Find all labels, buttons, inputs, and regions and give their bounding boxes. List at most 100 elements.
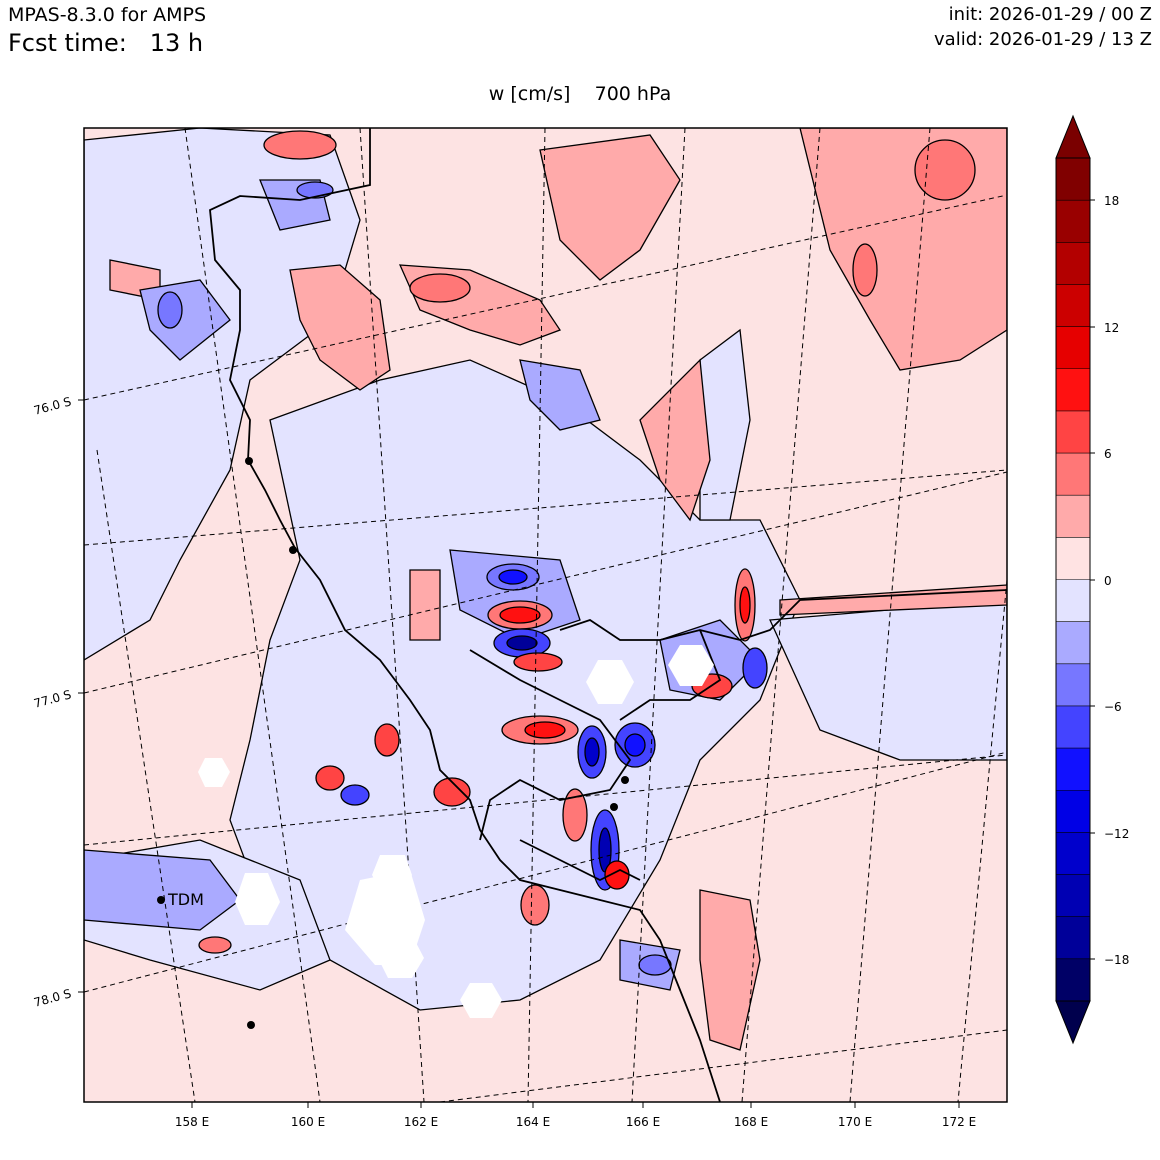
contour-blue-8 [157, 291, 183, 329]
station-dot [621, 776, 629, 784]
contour-red-15 [520, 884, 550, 926]
contour-blue-7 [340, 784, 370, 806]
meridian-172 [957, 579, 1007, 1102]
colorbar-tick-0: 0 [1104, 574, 1112, 588]
colorbar-tick-neg6: −6 [1104, 700, 1122, 714]
station-label: TDM [167, 890, 204, 909]
contour-red-1b [499, 606, 541, 624]
missing-patch-6 [372, 855, 412, 890]
contour-blue-5 [742, 647, 768, 689]
parallel-78s [84, 751, 1007, 993]
w-field-contours [84, 128, 1007, 1051]
colorbar-tick-6: 6 [1104, 447, 1112, 461]
map-panel: TDM [83, 127, 1008, 1103]
missing-patch-4 [235, 873, 280, 925]
lon-label-170: 170 E [838, 1115, 872, 1129]
lat-tick-labels: 76.0 S 77.0 S 78.0 S [32, 394, 84, 1010]
init-time: init: 2026-01-29 / 00 Z [948, 4, 1152, 25]
station-dot [247, 1021, 255, 1029]
colorbar-bin [1056, 832, 1090, 876]
contour-light-red-nc [289, 264, 391, 391]
field-variable: w [cm/s] [488, 83, 571, 105]
valid-time: valid: 2026-01-29 / 13 Z [934, 29, 1152, 50]
lat-label-77: 77.0 S [32, 687, 72, 710]
colorbar-bin [1056, 705, 1090, 749]
model-title: MPAS-8.3.0 for AMPS [8, 4, 207, 26]
colorbar-tick-12: 12 [1104, 321, 1119, 335]
contour-red-12 [914, 139, 976, 201]
colorbar-bin [1056, 158, 1090, 201]
fcst-value: 13 h [149, 29, 204, 57]
contour-light-red-mid [409, 569, 441, 641]
contour-blue-4b [624, 733, 646, 757]
contour-red-2 [513, 652, 563, 672]
missing-patch-7 [378, 935, 424, 978]
field-title: w [cm/s] 700 hPa [0, 83, 1160, 105]
colorbar: 18 12 6 0 −6 −12 −18 [1055, 114, 1129, 1045]
meridian-160 [184, 128, 321, 1102]
contour-red-7 [433, 777, 471, 807]
colorbar-bin [1056, 748, 1090, 791]
colorbar-bin [1056, 368, 1090, 412]
contour-red-9 [374, 723, 400, 757]
contour-light-red-se [699, 889, 761, 1051]
station-dot [157, 896, 165, 904]
lon-label-160: 160 E [291, 1115, 325, 1129]
colorbar-bin [1056, 200, 1090, 243]
colorbar-over-arrow [1055, 114, 1091, 159]
lon-label-162: 162 E [404, 1115, 438, 1129]
parallel-76s [84, 194, 1007, 401]
colorbar-tick-neg18: −18 [1104, 953, 1129, 967]
colorbar-bin [1056, 916, 1090, 960]
colorbar-bin [1056, 958, 1090, 1002]
colorbar-bin [1056, 663, 1090, 707]
colorbar-bin [1056, 284, 1090, 328]
meridian-164 [527, 128, 546, 1102]
colorbar-bin [1056, 242, 1090, 285]
contour-light-red-n1 [539, 134, 681, 281]
station-markers [157, 457, 629, 1029]
colorbar-bin [1056, 579, 1090, 623]
colorbar-ticks: 18 12 6 0 −6 −12 −18 [1090, 194, 1129, 967]
colorbar-bin [1056, 621, 1090, 665]
colorbar-bin [1056, 495, 1090, 538]
fcst-label: Fcst time: [8, 29, 127, 57]
graticule [84, 128, 1007, 1102]
contour-red-8 [315, 765, 345, 791]
contour-blue-9 [296, 181, 334, 199]
contour-red-4b [739, 586, 751, 624]
station-dot [245, 457, 253, 465]
contour-med-blue-3 [84, 849, 241, 931]
colorbar-bin [1056, 874, 1090, 918]
contour-med-blue-2 [519, 359, 601, 431]
contour-blue-3b [584, 737, 600, 767]
missing-patch-8 [460, 983, 502, 1018]
lon-tick-labels: 158 E 160 E 162 E 164 E 166 E 168 E 170 … [175, 1102, 976, 1129]
contour-blue-10 [638, 954, 672, 976]
colorbar-under-arrow [1055, 1000, 1091, 1045]
station-dot [610, 803, 618, 811]
contour-blue-1b [498, 569, 528, 585]
missing-data-patches [198, 645, 714, 1018]
station-dot [289, 546, 297, 554]
lon-label-172: 172 E [942, 1115, 976, 1129]
contour-light-blue-ridge [699, 328, 751, 521]
meridian-170 [849, 128, 931, 1102]
parallel-77-5s [84, 754, 1007, 846]
colorbar-bin [1056, 790, 1090, 833]
lon-label-166: 166 E [626, 1115, 660, 1129]
colorbar-tick-neg12: −12 [1104, 827, 1129, 841]
contour-light-red-e [639, 358, 711, 522]
lon-label-168: 168 E [734, 1115, 768, 1129]
colorbar-bin [1056, 410, 1090, 454]
contour-red-16 [198, 936, 232, 954]
parallel-76-5s [84, 469, 1007, 546]
contour-red-3b [524, 721, 566, 739]
colorbar-bin [1056, 453, 1090, 496]
contour-red-14 [562, 788, 588, 842]
contour-red-13 [852, 243, 878, 297]
field-level: 700 hPa [594, 83, 672, 105]
lat-label-78: 78.0 S [32, 986, 72, 1009]
missing-patch-3 [198, 758, 230, 787]
